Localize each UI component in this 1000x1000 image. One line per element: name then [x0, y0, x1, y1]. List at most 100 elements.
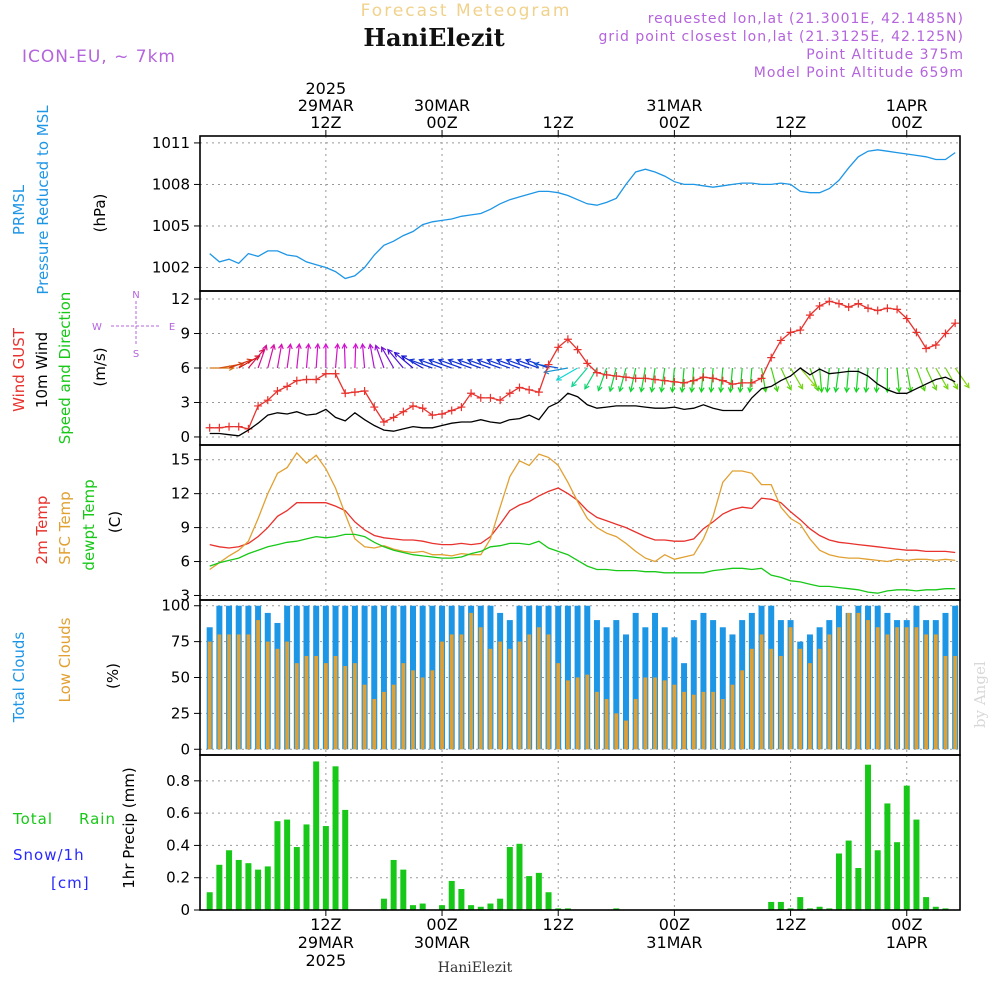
clouds-bar — [690, 620, 697, 750]
wind-gust-marker — [612, 372, 621, 381]
wind-direction-arrow — [448, 359, 472, 369]
clouds-bar — [653, 677, 657, 750]
total-clouds-label: Total Clouds — [10, 632, 28, 724]
clouds-bar — [391, 684, 396, 750]
wind-gust-marker — [457, 403, 466, 412]
pressure-ytick-label: 1011 — [152, 134, 190, 152]
temp-ytick-label: 3 — [180, 586, 190, 604]
precip-ytick-label: 0.6 — [166, 804, 190, 822]
wind-gust-marker — [302, 375, 311, 384]
wind-arrow-head — [873, 387, 880, 394]
bottom-time-label: 00Z — [426, 915, 457, 934]
wind-arrow-head — [895, 387, 902, 394]
precip-frame — [199, 754, 961, 911]
wind-arrow-head — [813, 385, 820, 392]
wind-arrow-head — [334, 342, 341, 349]
precip-bar — [313, 761, 320, 910]
wind-direction-arrow — [315, 344, 319, 369]
clouds-ytick-label: 75 — [171, 633, 190, 651]
wind-gust-marker — [583, 359, 592, 368]
wind-gust-marker — [379, 418, 388, 427]
precip-bar — [797, 897, 804, 910]
wind-direction-arrow — [428, 359, 452, 369]
clouds-bar — [362, 684, 367, 750]
wind-direction-arrow — [257, 345, 267, 369]
pressure-label-msl: Pressure Reduced to MSL — [34, 105, 52, 295]
precip-bar — [913, 819, 920, 910]
wind-gust-marker — [573, 345, 582, 354]
wind-arrow-head — [262, 344, 268, 351]
precip-bar — [545, 892, 552, 910]
temp-series-line — [209, 487, 956, 554]
precip-bar — [468, 905, 475, 910]
clouds-bar — [440, 641, 444, 750]
wind-direction-arrow — [700, 367, 705, 392]
wind-arrow-head — [584, 383, 590, 390]
wind-ytick-label: 6 — [180, 359, 190, 377]
wind-arrow-head — [393, 351, 400, 358]
clouds-bar — [353, 663, 357, 750]
temp-sfc-label: SFC Temp — [56, 491, 74, 564]
wind-gust-marker — [418, 404, 427, 413]
precip-bar — [526, 876, 533, 910]
wind-gust-marker — [225, 422, 234, 431]
precip-bar — [245, 863, 252, 910]
top-time-label: 29MAR — [298, 96, 354, 115]
wind-direction-arrow — [835, 367, 840, 392]
wind-direction-arrow — [609, 367, 617, 392]
clouds-bar — [798, 648, 803, 750]
precip-total-label: Total — [12, 810, 53, 828]
precip-bar — [303, 824, 310, 910]
wind-arrow-head — [367, 343, 374, 350]
wind-ytick-label: 3 — [180, 393, 190, 411]
clouds-bar — [604, 699, 609, 750]
wind-gust-marker — [234, 422, 243, 431]
wind-direction-arrow — [458, 359, 481, 369]
precip-bar — [206, 892, 213, 910]
clouds-bar — [730, 684, 735, 750]
wind-gust-marker — [728, 380, 737, 389]
wind-gust-marker — [786, 328, 795, 337]
top-time-label: 30MAR — [414, 96, 470, 115]
clouds-bar — [469, 612, 473, 750]
clouds-ytick-label: 25 — [171, 704, 190, 722]
wind-gust-marker — [670, 377, 679, 386]
wind-arrow-head — [524, 358, 532, 364]
clouds-bar — [808, 663, 812, 750]
requested-coordinates: requested lon,lat (21.3001E, 42.1485N) — [648, 11, 964, 27]
wind-gust-marker — [893, 305, 902, 314]
wind-arrow-head — [457, 358, 464, 364]
wind-direction-arrow — [571, 367, 588, 387]
wind-direction-arrow — [809, 367, 819, 391]
wind-direction-arrow — [467, 359, 491, 369]
wind-direction-arrow — [296, 344, 300, 369]
wind-arrow-head — [597, 385, 603, 392]
wind-arrow-head — [689, 387, 695, 394]
clouds-bar — [710, 620, 717, 750]
clouds-bar — [603, 627, 610, 750]
top-time-label: 00Z — [659, 113, 690, 132]
wind-series-line — [209, 367, 956, 437]
precip-snow-label: Snow/1h — [13, 846, 85, 864]
wind-speed-direction-label: Speed and Direction — [56, 292, 74, 445]
model-point-altitude: Model Point Altitude 659m — [754, 65, 964, 81]
compass-north: N — [132, 290, 139, 301]
wind-arrow-head — [718, 387, 724, 394]
clouds-bar — [517, 641, 522, 750]
precip-bar — [235, 859, 242, 910]
wind-series-line — [209, 300, 956, 430]
wind-gust-marker — [331, 369, 340, 378]
top-time-label: 00Z — [426, 113, 457, 132]
wind-unit-label: (m/s) — [91, 347, 109, 386]
wind-gust-marker — [215, 423, 224, 432]
wind-direction-arrow — [710, 367, 714, 392]
precip-bar — [293, 847, 300, 910]
clouds-bar — [643, 677, 648, 750]
wind-direction-arrow — [409, 359, 433, 369]
clouds-bar — [372, 699, 377, 750]
clouds-bar — [323, 663, 328, 750]
wind-arrow-head — [238, 361, 245, 368]
bottom-time-label: 1APR — [886, 933, 928, 952]
wind-direction-arrow — [925, 367, 937, 391]
wind-direction-arrow — [681, 367, 685, 392]
